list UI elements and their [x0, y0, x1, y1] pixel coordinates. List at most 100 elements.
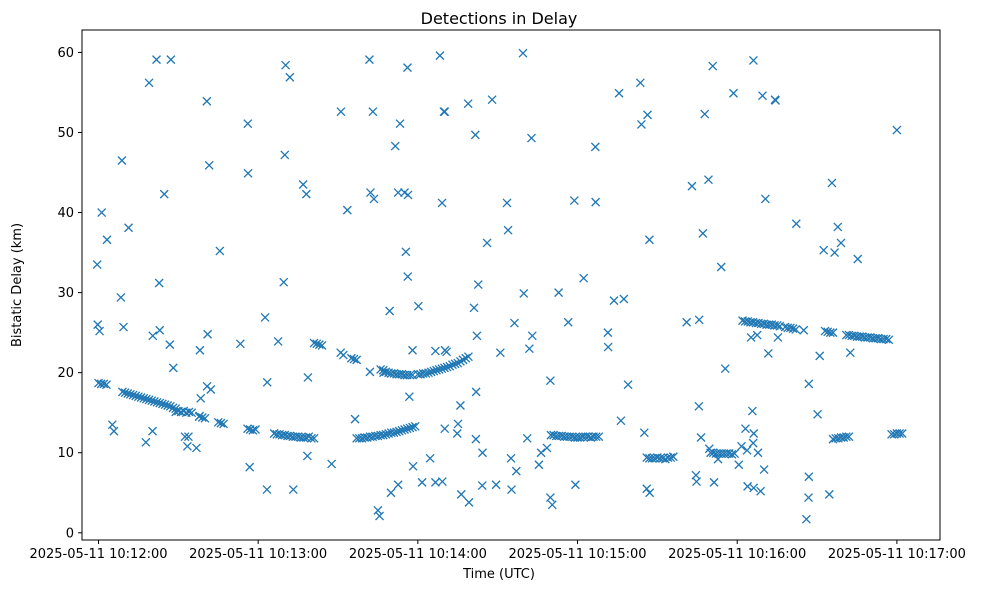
detection-point [97, 208, 107, 218]
detection-point [392, 427, 402, 437]
detection-point [262, 377, 272, 387]
detection-point [635, 78, 645, 88]
detection-point [477, 481, 487, 491]
detection-point [312, 339, 322, 349]
detection-point [437, 364, 447, 374]
detection-point [107, 420, 117, 430]
detection-point [749, 483, 759, 493]
detection-point [285, 72, 295, 82]
detection-point [183, 432, 193, 442]
detection-point [746, 332, 756, 342]
detection-point [280, 150, 290, 160]
detection-point [442, 362, 452, 372]
detection-point [403, 272, 413, 282]
detection-point [694, 315, 704, 325]
detection-point [616, 416, 626, 426]
detection-point [545, 376, 555, 386]
detection-point [159, 189, 169, 199]
detection-point [507, 485, 516, 495]
y-axis: 0 10 20 30 40 50 60 [57, 46, 82, 541]
detection-point [437, 198, 447, 208]
detection-point [503, 225, 513, 235]
detection-point [536, 448, 546, 458]
detection-point [248, 425, 258, 435]
detection-point [187, 408, 197, 418]
detection-point [645, 488, 655, 498]
detection-point [833, 222, 843, 232]
detection-point [643, 110, 652, 120]
detection-point [527, 331, 537, 341]
detection-point [841, 432, 851, 442]
detection-point [453, 419, 463, 429]
x-tick-label: 2025-05-11 10:14:00 [349, 547, 487, 562]
detection-point [314, 340, 324, 350]
detection-point [813, 409, 823, 419]
detection-point [403, 63, 412, 73]
detection-point [216, 418, 226, 428]
detection-point [478, 448, 487, 458]
detection-point [506, 453, 516, 463]
detection-point [390, 141, 400, 151]
detection-point [440, 424, 450, 434]
detection-point [760, 194, 770, 204]
detection-point [430, 346, 440, 356]
detection-point [704, 444, 714, 454]
y-tick-label: 10 [57, 446, 74, 461]
detection-point [395, 119, 405, 129]
detection-point [447, 360, 457, 370]
detection-point [116, 292, 126, 302]
detection-point [502, 198, 512, 208]
detection-point [385, 306, 395, 316]
detection-point [729, 88, 738, 98]
detection-point [563, 317, 573, 327]
detection-point [450, 359, 460, 369]
detection-point [804, 493, 813, 503]
detection-point [660, 454, 670, 464]
detection-point [273, 336, 283, 346]
detection-point [144, 78, 154, 88]
detection-point [824, 489, 834, 499]
detection-point [397, 425, 407, 435]
chart-title: Detections in Delay [421, 9, 578, 28]
detection-point [700, 109, 710, 119]
detection-point [748, 55, 758, 65]
detection-point [166, 55, 176, 65]
detection-point [413, 301, 423, 311]
detection-point [801, 514, 811, 524]
detection-point [375, 511, 384, 521]
detection-point [639, 428, 649, 438]
x-tick-label: 2025-05-11 10:13:00 [189, 547, 327, 562]
detection-point [152, 55, 161, 65]
detection-point [155, 398, 165, 408]
y-tick-label: 0 [66, 526, 74, 541]
detection-point [522, 433, 532, 443]
detection-point [393, 480, 403, 490]
detection-point [421, 369, 431, 378]
detection-point [791, 219, 801, 229]
detection-point [196, 393, 206, 403]
detection-point [692, 477, 701, 487]
detection-point [402, 424, 412, 434]
detection-point [570, 480, 580, 490]
detection-point [788, 324, 798, 334]
detection-point [408, 345, 417, 355]
detection-point [696, 433, 706, 442]
detection-point [636, 120, 646, 129]
detection-point [381, 429, 391, 439]
detection-point [165, 340, 175, 350]
detection-point [749, 429, 759, 438]
detection-point [603, 328, 613, 338]
detection-point [144, 395, 154, 405]
detection-point [687, 181, 697, 191]
detection-point [92, 260, 102, 270]
detection-point [410, 421, 420, 431]
detection-point [301, 189, 311, 199]
detection-point [830, 248, 840, 258]
detection-point [591, 197, 601, 207]
detection-point [461, 353, 471, 363]
y-tick-label: 40 [57, 206, 74, 221]
detection-point [799, 325, 809, 335]
detection-point [425, 453, 435, 463]
detection-point [365, 367, 375, 377]
detection-point [771, 95, 780, 105]
